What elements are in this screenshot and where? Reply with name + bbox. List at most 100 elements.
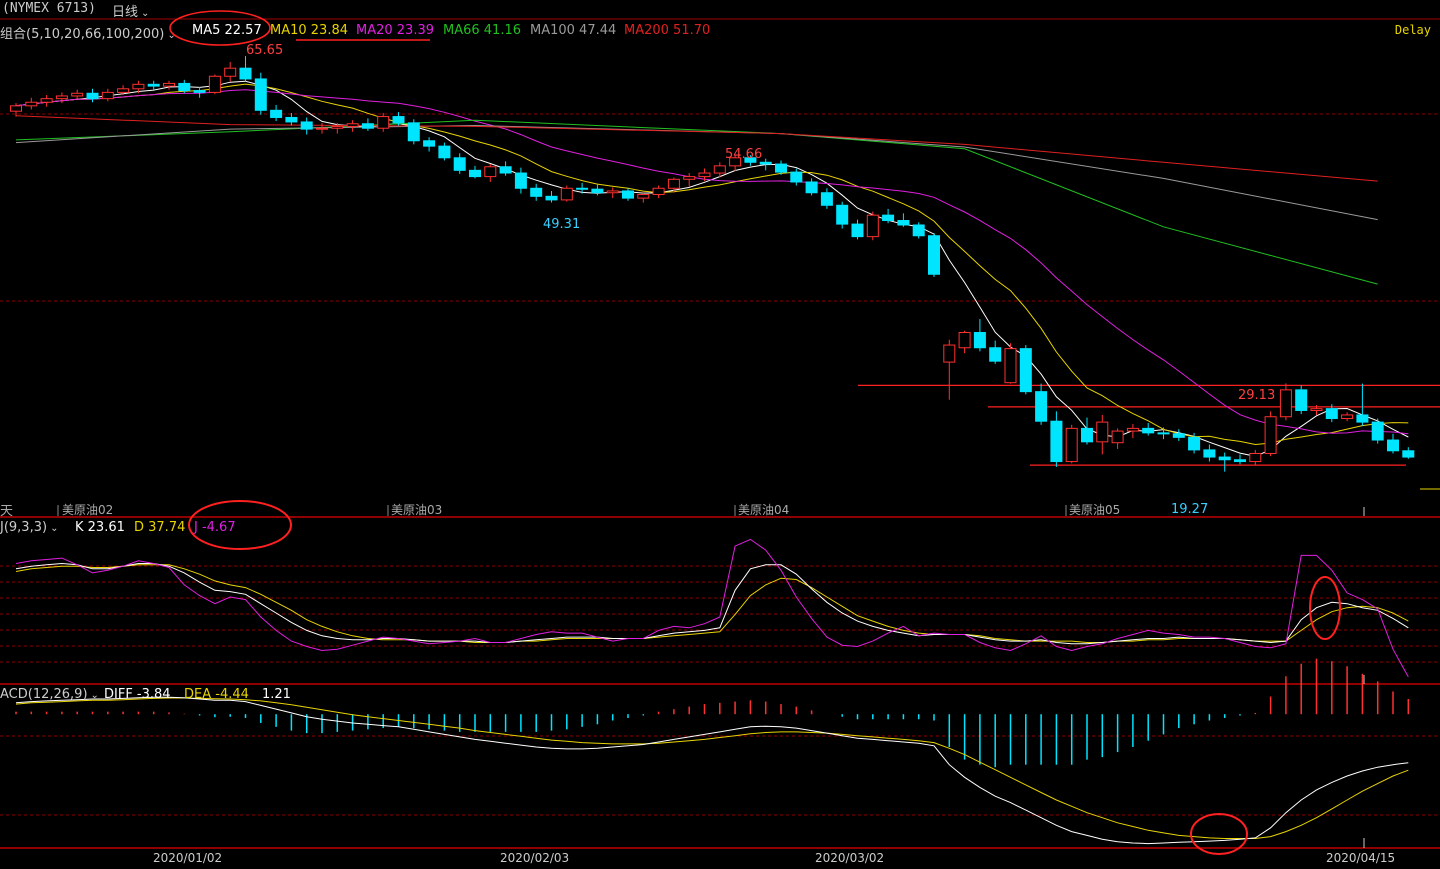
- candle-down: [1203, 449, 1216, 458]
- candle-up: [224, 67, 237, 77]
- delay-indicator: Delay: [1394, 23, 1431, 37]
- contract-label: 美原油05: [1069, 503, 1121, 517]
- kdj-d-value: D 37.74: [134, 520, 186, 535]
- candle-down: [1050, 420, 1063, 463]
- candle-down: [1387, 439, 1399, 452]
- candle-up: [316, 127, 328, 130]
- ma66-value: MA66 41.16: [443, 23, 521, 38]
- candle-up: [698, 172, 711, 178]
- candle-up: [377, 116, 390, 129]
- annotation-circle: [1309, 576, 1341, 640]
- ma66-line: [15, 119, 1378, 285]
- candle-down: [147, 83, 160, 87]
- candle-down: [469, 169, 481, 178]
- candle-up: [1341, 414, 1354, 420]
- candle-down: [591, 188, 604, 194]
- candle-down: [285, 116, 298, 123]
- ma-line-5: [15, 80, 1409, 457]
- candle-up: [866, 214, 879, 238]
- candle-up: [55, 95, 68, 100]
- candle-down: [836, 204, 849, 225]
- macd-selector[interactable]: ACD(12,26,9) ⌄: [0, 687, 99, 702]
- candle-up: [40, 98, 53, 103]
- candle-down: [1371, 421, 1384, 441]
- ma-group-label: 组合(5,10,20,66,100,200): [0, 27, 165, 42]
- kdj-d-line: [15, 564, 1409, 643]
- chevron-down-icon: ⌄: [167, 30, 176, 41]
- candle-up: [117, 88, 130, 93]
- candle-down: [300, 121, 313, 130]
- candle-down: [744, 157, 757, 163]
- annotation-circle: [188, 500, 292, 550]
- candle-up: [331, 125, 344, 129]
- candle-down: [1172, 433, 1185, 438]
- candle-down: [1019, 348, 1032, 393]
- candle-up: [943, 344, 956, 363]
- candle-down: [622, 190, 634, 199]
- contract-label: 美原油02: [62, 503, 114, 517]
- ma-line-20: [15, 89, 1409, 435]
- date-label: 2020/04/15: [1326, 851, 1396, 865]
- candle-up: [1126, 427, 1139, 432]
- period-label: 日线: [112, 5, 139, 20]
- candle-up: [713, 165, 726, 174]
- annotation-circle: [169, 10, 271, 46]
- candle-up: [25, 101, 38, 107]
- chevron-down-icon: ⌄: [90, 690, 99, 701]
- ma-group-selector[interactable]: 组合(5,10,20,66,100,200) ⌄: [0, 23, 176, 42]
- candle-up: [1004, 348, 1017, 384]
- candle-up: [1111, 430, 1124, 444]
- candle-down: [897, 220, 910, 226]
- candle-up: [132, 83, 145, 90]
- price-label-high: 65.65: [246, 43, 284, 58]
- macd-diff-value: DIFF -3.84: [104, 687, 171, 702]
- candle-down: [178, 82, 191, 92]
- date-label: 2020/02/03: [500, 851, 570, 865]
- candle-up: [637, 194, 650, 199]
- candle-down: [270, 109, 283, 118]
- candle-down: [1295, 389, 1308, 411]
- kdj-k-line: [15, 562, 1409, 645]
- date-label: 2020/01/02: [153, 851, 223, 865]
- date-label: 2020/03/02: [815, 851, 885, 865]
- candle-down: [392, 116, 405, 124]
- candle-up: [1279, 389, 1292, 418]
- contract-label: 美原油04: [738, 503, 790, 517]
- candle-down: [912, 224, 925, 237]
- kdj-name: J(9,3,3): [0, 520, 48, 535]
- candle-down: [820, 192, 833, 206]
- chevron-down-icon: ⌄: [50, 523, 59, 534]
- ma200-value: MA200 51.70: [624, 23, 711, 38]
- macd-dea-line: [15, 697, 1409, 839]
- candle-down: [775, 163, 787, 173]
- candle-up: [101, 91, 114, 100]
- candle-up: [1249, 452, 1262, 463]
- candle-down: [193, 90, 206, 93]
- candle-down: [805, 181, 818, 194]
- period-selector[interactable]: 日线 ⌄: [112, 1, 149, 20]
- kdj-selector[interactable]: J(9,3,3) ⌄: [0, 520, 58, 535]
- candle-down: [1218, 456, 1231, 461]
- macd-dea-value: DEA -4.44: [184, 687, 249, 702]
- ma-line-10: [15, 83, 1409, 446]
- ma10-value: MA10 23.84: [270, 23, 348, 38]
- candle-down: [989, 347, 1002, 362]
- ma100-value: MA100 47.44: [530, 23, 617, 38]
- candle-up: [346, 123, 359, 127]
- candle-up: [606, 190, 619, 194]
- candle-down: [545, 195, 558, 201]
- candle-down: [438, 145, 451, 159]
- annotation-circle: [1190, 813, 1248, 855]
- candle-up: [163, 82, 175, 87]
- candle-down: [86, 92, 99, 100]
- price-label-low: 49.31: [543, 217, 581, 232]
- candle-down: [239, 67, 252, 80]
- kdj-j-line: [15, 538, 1409, 678]
- candle-down: [361, 123, 374, 129]
- kdj-j-value: J -4.67: [194, 520, 236, 535]
- candle-down: [407, 122, 420, 142]
- price-label-low: 19.27: [1171, 502, 1209, 517]
- macd-name: ACD(12,26,9): [0, 687, 88, 702]
- candle-up: [1264, 416, 1277, 454]
